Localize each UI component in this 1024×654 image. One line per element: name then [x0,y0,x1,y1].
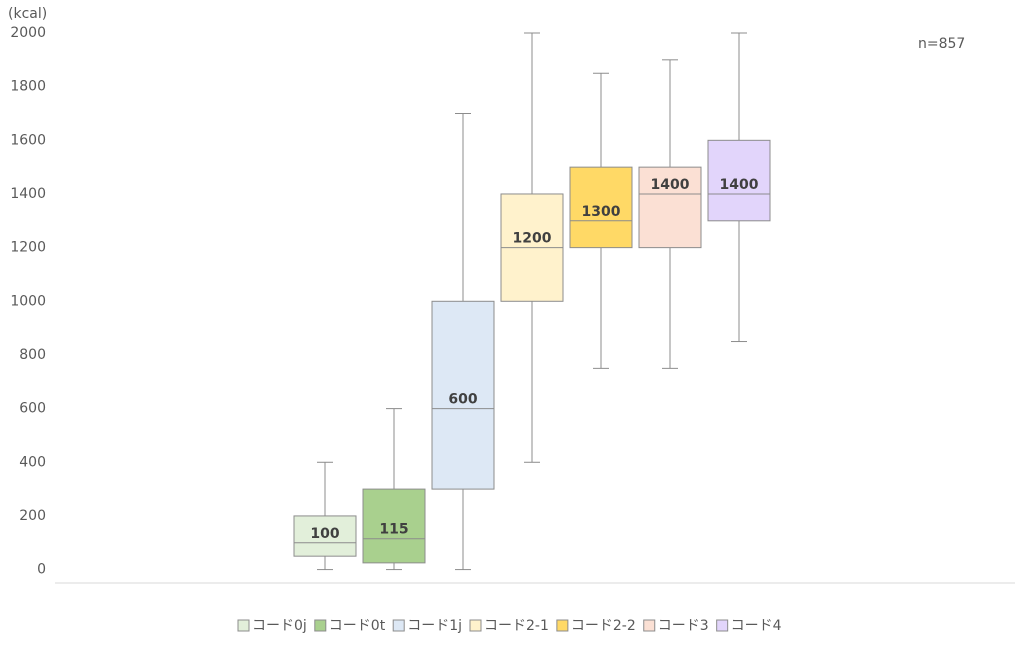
legend-label: コード2-1 [484,618,549,634]
legend-swatch [237,619,250,632]
box-group: 1300 [569,72,633,369]
y-tick-label: 1200 [10,240,46,256]
data-label: 1300 [582,204,621,220]
legend-label: コード4 [731,618,782,634]
box [431,300,495,490]
box [707,139,771,222]
data-label: 600 [448,392,477,408]
box-group: 115 [362,408,426,571]
box-group: 100 [293,461,357,571]
legend-swatch [314,619,327,632]
legend-swatch [556,619,569,632]
box-group: 1400 [707,32,771,343]
y-tick-label: 200 [19,508,46,524]
y-tick-label: 400 [19,454,46,470]
y-tick-label: 800 [19,347,46,363]
legend-swatch [643,619,656,632]
y-tick-label: 1000 [10,293,46,309]
y-tick-label: 1400 [10,186,46,202]
y-tick-label: 1800 [10,79,46,95]
data-label: 1200 [513,231,552,247]
box-group: 600 [431,112,495,571]
legend-label: コード1j [407,618,462,634]
annotation: n=857 [918,36,965,52]
y-tick-label: 1600 [10,132,46,148]
box-group: 1200 [500,32,564,463]
legend-label: コード0t [329,618,386,634]
box [638,166,702,249]
data-label: 115 [379,522,408,538]
box [293,515,357,557]
data-label: 100 [310,526,339,542]
legend-label: コード3 [658,618,709,634]
box [362,488,426,564]
data-label: 1400 [651,177,690,193]
box-group: 1400 [638,59,702,369]
y-tick-label: 600 [19,401,46,417]
legend-label: コード2-2 [571,618,636,634]
legend-swatch [392,619,405,632]
legend-swatch [716,619,729,632]
y-tick-label: 0 [37,562,46,578]
legend-label: コード0j [252,618,307,634]
data-label: 1400 [720,177,759,193]
y-axis-label: (kcal) [8,6,47,22]
y-tick-label: 2000 [10,25,46,41]
legend-swatch [469,619,482,632]
box [569,166,633,249]
